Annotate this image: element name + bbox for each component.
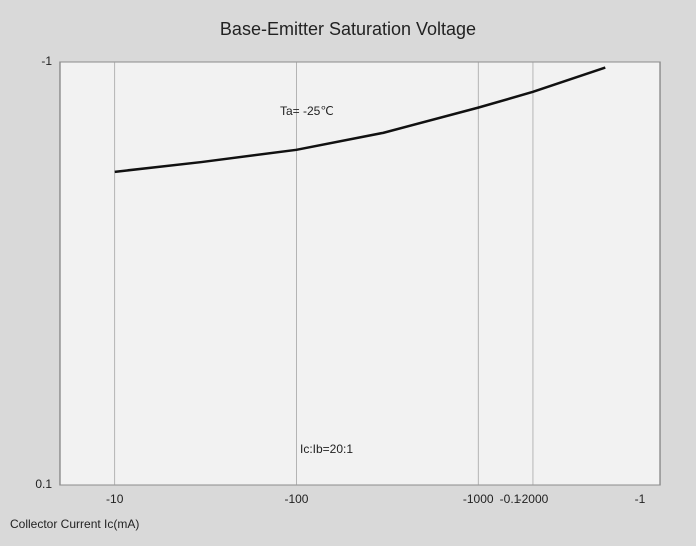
annotation: Ic:Ib=20:1 (300, 442, 353, 456)
plot-area (59, 61, 661, 486)
annotation: -0.1 (500, 492, 521, 506)
x-tick-label: -1000 (463, 492, 494, 506)
x-tick-label: -2000 (518, 492, 549, 506)
y-tick-label: -1 (41, 54, 52, 68)
x-tick-label: -10 (106, 492, 124, 506)
x-axis-label: Collector Current Ic(mA) (10, 517, 139, 531)
annotation: -1 (635, 492, 646, 506)
chart-title: Base-Emitter Saturation Voltage (220, 19, 476, 39)
series-line (114, 66, 606, 174)
y-tick-label: 0.1 (35, 477, 52, 491)
annotation: Ta= -25℃ (280, 104, 334, 118)
x-tick-label: -100 (284, 492, 308, 506)
